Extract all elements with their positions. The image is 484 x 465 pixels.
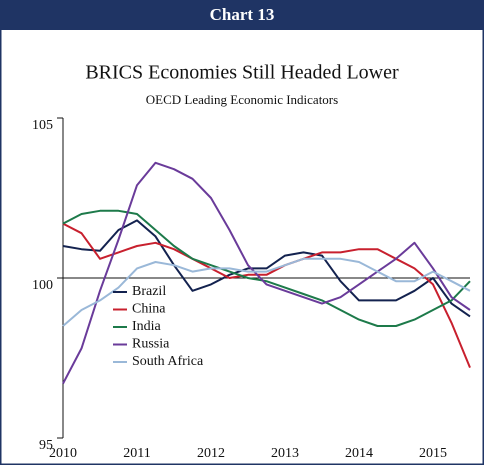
header-bar [0, 0, 484, 30]
x-tick-label: 2011 [123, 446, 150, 461]
legend-label: South Africa [132, 354, 204, 369]
x-tick-label: 2013 [271, 446, 299, 461]
legend-label: Brazil [132, 284, 166, 299]
y-tick-label: 100 [32, 278, 53, 293]
header-label: Chart 13 [210, 5, 275, 24]
series-line [62, 161, 471, 385]
y-tick-label: 95 [39, 438, 53, 453]
x-tick-label: 2014 [345, 446, 373, 461]
legend-label: China [132, 302, 166, 317]
series-line [62, 222, 471, 368]
x-tick-label: 2010 [49, 446, 77, 461]
chart-title: BRICS Economies Still Headed Lower [85, 62, 399, 84]
series-line [62, 257, 471, 327]
series-line [62, 209, 471, 327]
x-tick-label: 2015 [419, 446, 447, 461]
y-tick-label: 105 [32, 118, 53, 133]
chart-subtitle: OECD Leading Economic Indicators [146, 92, 338, 107]
x-tick-label: 2012 [197, 446, 225, 461]
legend-label: Russia [132, 337, 170, 352]
series-line [62, 219, 471, 318]
legend-label: India [132, 319, 162, 334]
